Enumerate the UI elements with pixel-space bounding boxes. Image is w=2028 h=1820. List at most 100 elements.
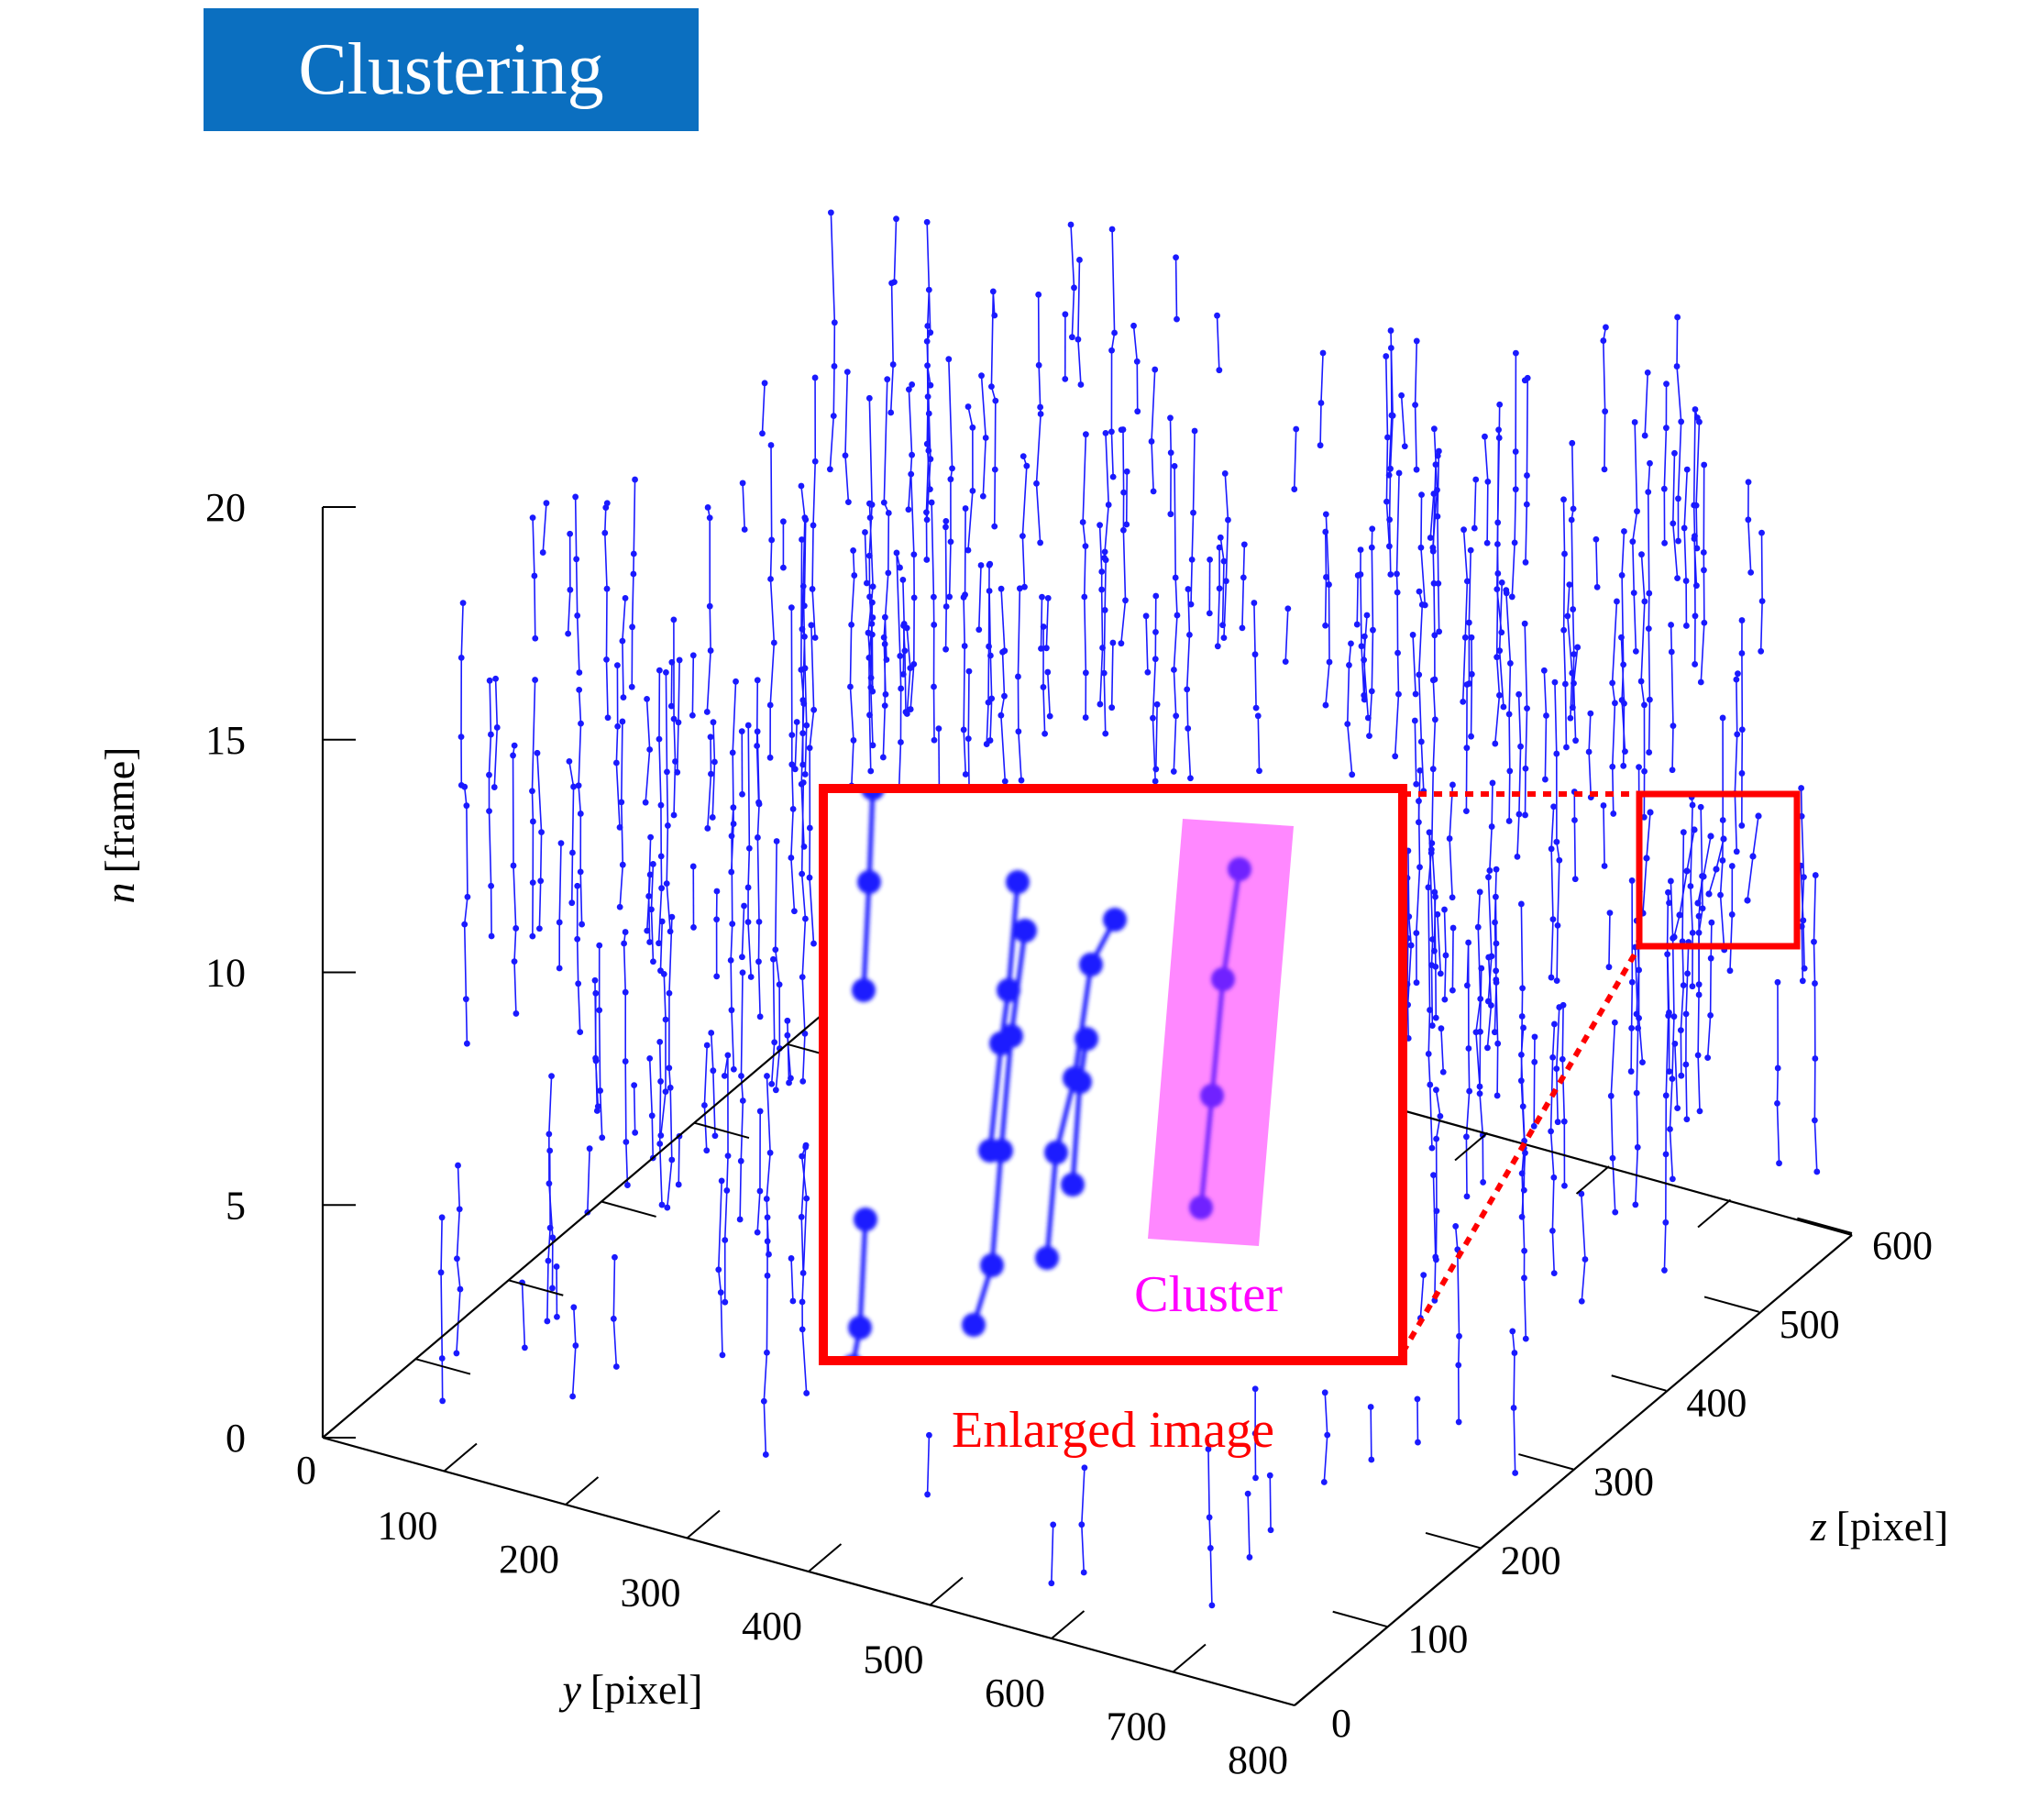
track-line xyxy=(988,590,993,741)
data-point xyxy=(1680,982,1687,988)
data-point xyxy=(1222,578,1229,585)
data-point xyxy=(1674,1105,1681,1112)
data-point xyxy=(1812,980,1818,987)
data-point xyxy=(1726,967,1734,975)
data-point xyxy=(722,1237,729,1243)
data-point xyxy=(798,482,805,490)
data-point xyxy=(572,1342,579,1349)
data-point xyxy=(850,547,857,554)
data-point xyxy=(1671,1040,1679,1047)
data-point xyxy=(1217,534,1224,541)
inset-track-line xyxy=(987,881,1020,1152)
data-point xyxy=(557,840,565,847)
data-point xyxy=(992,397,999,404)
track-line xyxy=(1729,866,1734,971)
data-point xyxy=(1571,876,1579,883)
data-point xyxy=(1435,579,1442,587)
data-point xyxy=(907,706,914,712)
data-point xyxy=(1664,951,1671,958)
data-point xyxy=(965,667,973,675)
data-point xyxy=(1719,714,1726,722)
data-point xyxy=(459,600,467,606)
data-point xyxy=(907,665,914,672)
data-point xyxy=(1216,544,1223,551)
track-line xyxy=(521,1282,526,1348)
data-point xyxy=(1293,425,1300,433)
data-point xyxy=(1369,525,1376,533)
data-point xyxy=(766,754,774,761)
data-point xyxy=(788,604,795,612)
data-point xyxy=(799,1270,807,1276)
data-point xyxy=(1256,767,1262,775)
data-point xyxy=(1208,1602,1216,1609)
data-point xyxy=(556,965,563,972)
data-point xyxy=(1187,775,1194,782)
data-point xyxy=(690,924,697,931)
data-point xyxy=(569,1393,577,1400)
data-point xyxy=(1130,322,1137,329)
data-point xyxy=(962,591,968,599)
data-point xyxy=(887,409,895,416)
data-point xyxy=(803,722,810,729)
data-point xyxy=(772,1086,779,1094)
data-point xyxy=(1082,714,1089,721)
track-line xyxy=(1663,383,1668,544)
data-point xyxy=(1434,452,1441,459)
data-point xyxy=(724,1153,732,1159)
data-point xyxy=(1641,432,1648,439)
data-point xyxy=(1553,750,1560,757)
data-point xyxy=(803,1195,810,1202)
track-line xyxy=(811,377,817,638)
track-line xyxy=(1461,529,1469,702)
data-point xyxy=(728,833,735,840)
data-point xyxy=(1689,801,1696,809)
data-point xyxy=(869,742,876,749)
track-line xyxy=(756,731,761,1017)
data-point xyxy=(703,1147,711,1154)
track-line xyxy=(1516,694,1522,857)
data-point xyxy=(1206,1514,1213,1521)
data-point xyxy=(1461,634,1469,641)
data-point xyxy=(1505,711,1513,718)
data-point xyxy=(1523,501,1530,508)
data-point xyxy=(586,1145,593,1153)
track-line xyxy=(896,552,902,790)
data-point xyxy=(648,906,655,913)
data-point xyxy=(885,569,892,577)
data-point xyxy=(1123,468,1130,475)
data-point xyxy=(767,576,774,582)
data-point xyxy=(1472,476,1480,483)
data-point xyxy=(1556,856,1563,864)
data-point xyxy=(1554,921,1561,929)
track-line xyxy=(790,1258,794,1302)
data-point xyxy=(1647,809,1654,816)
data-point xyxy=(708,1030,715,1036)
data-point xyxy=(729,921,736,927)
track-line xyxy=(1406,877,1410,1039)
data-point xyxy=(1747,568,1755,576)
data-point xyxy=(511,958,518,965)
data-point xyxy=(1668,648,1675,656)
x-tick-label: 0 xyxy=(296,1448,316,1493)
data-point xyxy=(1733,676,1740,683)
data-point xyxy=(1267,1527,1274,1534)
data-point xyxy=(881,641,888,647)
track-line xyxy=(1511,1330,1516,1473)
data-point xyxy=(1661,1267,1668,1274)
data-point xyxy=(620,694,627,701)
data-point xyxy=(657,1132,665,1139)
data-point xyxy=(1033,480,1040,487)
data-point xyxy=(739,480,746,487)
data-point xyxy=(1434,513,1441,520)
data-point xyxy=(1634,1143,1641,1151)
data-point xyxy=(946,593,953,601)
track-line xyxy=(1356,575,1359,625)
track-line xyxy=(657,670,663,943)
data-point xyxy=(663,668,669,676)
track-line xyxy=(1174,257,1178,320)
data-point xyxy=(701,1102,708,1109)
data-point xyxy=(1357,546,1364,553)
data-point xyxy=(799,697,807,704)
inset-point xyxy=(1075,1027,1098,1051)
